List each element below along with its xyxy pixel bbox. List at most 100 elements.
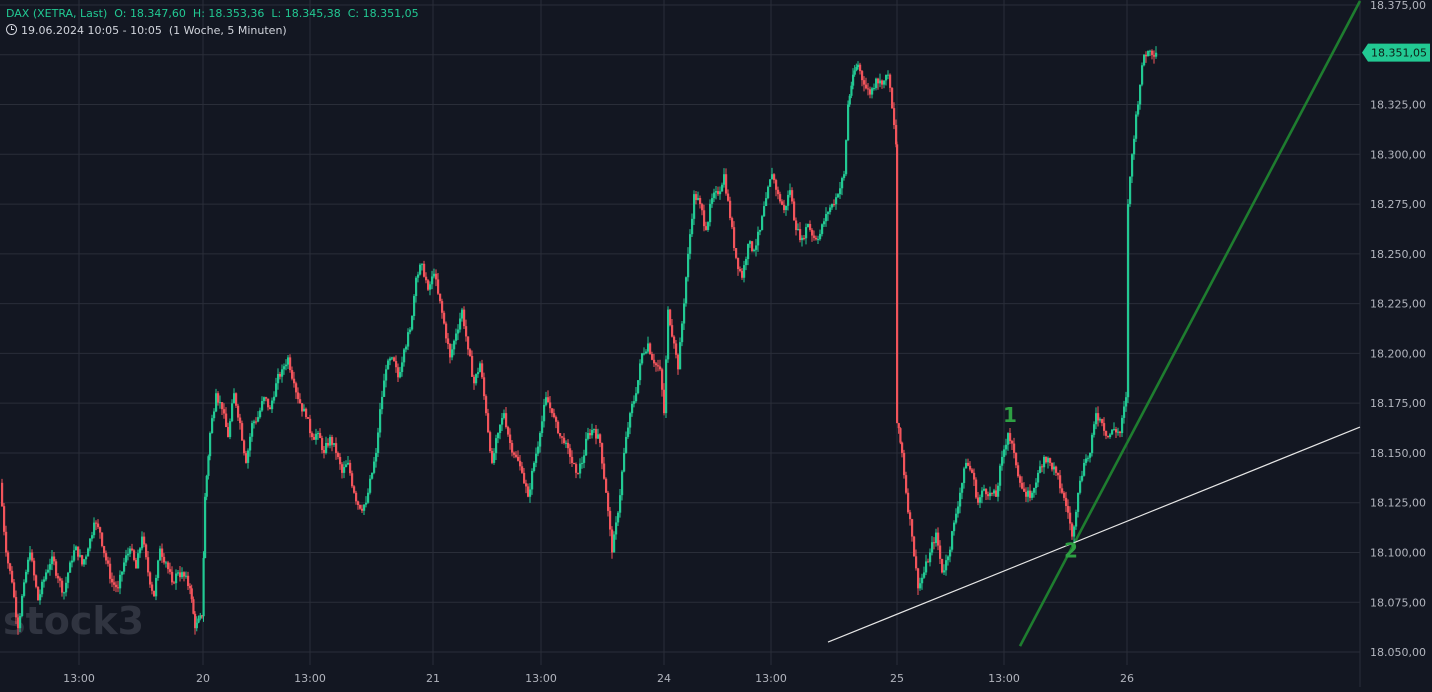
candle-body [1117,431,1120,433]
candle-body [443,312,446,324]
candle [761,214,764,231]
candle [503,409,506,420]
candle [411,315,414,331]
candle-body [671,325,674,337]
candle [1137,100,1140,117]
candle-body [1101,419,1104,424]
candle-body [1067,506,1070,513]
candle [323,445,326,459]
candle-body [641,353,644,364]
candle [1143,54,1146,67]
candle-body [401,362,404,373]
candle [409,327,412,335]
symbol-label[interactable]: DAX (XETRA, Last) [6,7,108,20]
candle-body [477,372,480,375]
candle-body [95,522,98,524]
candle [173,580,176,585]
candle-body [1093,424,1096,435]
candle-body [202,558,205,617]
candle [895,119,898,148]
candle [463,306,466,329]
candle [961,482,964,500]
candle [1085,454,1088,466]
candle-body [353,486,356,493]
candle-body [781,201,784,205]
candle [993,488,996,497]
candle-body [773,174,776,181]
candle [1075,509,1078,530]
candle-body [723,174,726,185]
candle [691,213,694,238]
candle [169,562,172,575]
candle [33,557,36,581]
candle [243,439,246,456]
candle [105,550,108,565]
candle [1047,456,1050,469]
candle-body [167,562,170,570]
candle [1099,417,1102,423]
candle-body [567,442,570,449]
candle-body [573,462,576,465]
candle-body [53,556,56,562]
candle [497,432,500,444]
candle-body [19,615,22,629]
candle-body [357,501,360,505]
candle-body [685,277,688,304]
candle-body [1011,440,1014,444]
watermark-logo: stock3 [3,599,144,643]
candle [335,437,338,460]
candle [653,353,656,368]
candle-body [855,67,858,71]
candle [793,198,796,221]
candle [131,543,134,552]
candle [1095,407,1098,430]
candle-body [1069,512,1072,524]
candle [53,552,56,566]
candle [605,477,608,493]
candle [190,584,193,603]
candle [939,540,942,564]
candle [907,488,910,514]
candle-body [309,418,312,434]
trendline-white[interactable] [827,426,1361,643]
candle-body [39,594,42,601]
candle-body [259,410,262,418]
trendline-green[interactable] [1018,0,1362,647]
candle-body [935,532,938,544]
candle [1147,50,1150,57]
candle-body [281,369,284,377]
candle-body [789,190,792,195]
candle-body [189,586,192,589]
candle-body [69,562,72,573]
candle-body [197,618,200,623]
candle [639,359,642,386]
candle [603,456,606,480]
candle [967,458,970,467]
candle-body [701,204,704,211]
candle-body [173,582,176,584]
candle [1119,430,1122,438]
candle-body [945,560,948,571]
candle-body [139,548,142,554]
x-tick-label: 20 [196,672,210,685]
candle-body [383,380,386,397]
candle [535,447,538,468]
candle [525,479,528,494]
candle-body [649,343,652,354]
candle-body [521,466,524,473]
candle [965,458,968,469]
candle-body [867,88,870,90]
candle [935,528,938,547]
candle-body [687,253,690,278]
candle-body [249,436,252,451]
candle [709,199,712,227]
candle [867,82,870,96]
candle [899,427,902,445]
candle-body [591,429,594,436]
candle-body [1001,456,1004,466]
candle-body [1131,154,1134,177]
candle-body [559,433,562,437]
candle [657,359,660,372]
